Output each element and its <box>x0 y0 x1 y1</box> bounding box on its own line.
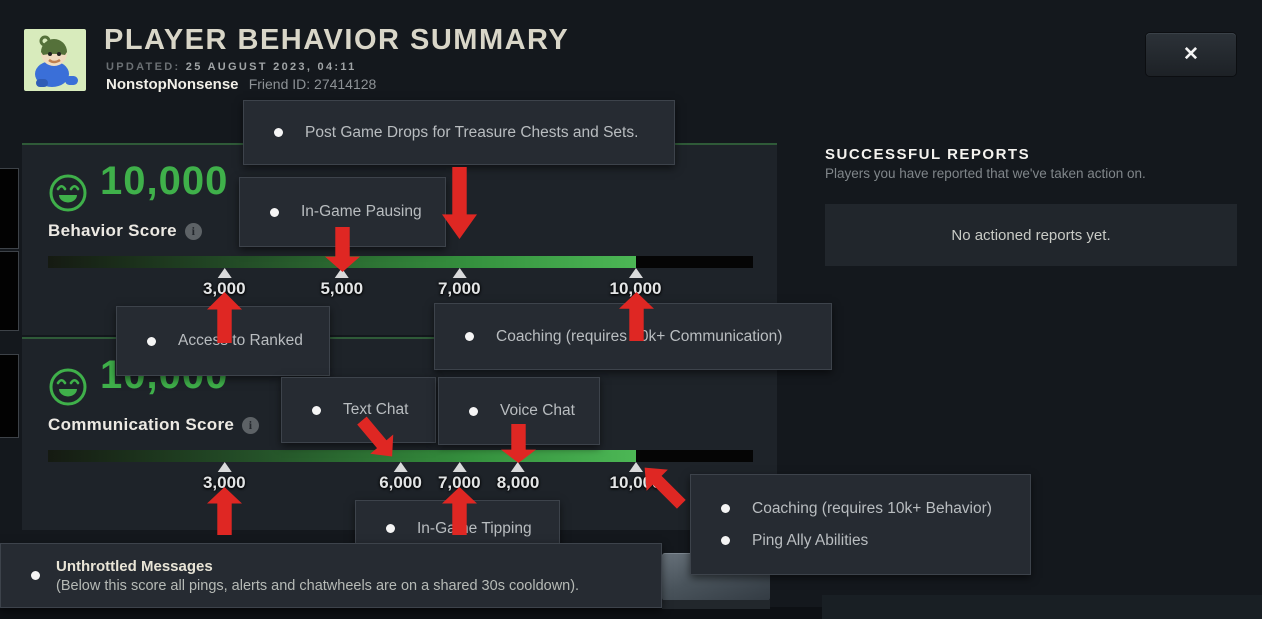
bullet-icon <box>270 207 279 217</box>
annotation-arrow-down-icon <box>442 167 477 239</box>
annotation-arrow-up-icon <box>207 487 242 535</box>
meter-tick: 6,000 <box>379 462 422 493</box>
bullet-icon <box>386 524 395 533</box>
bottom-right-patch <box>822 595 1262 619</box>
tooltip-text: Post Game Drops for Treasure Chests and … <box>305 123 639 141</box>
tick-triangle-icon <box>628 462 643 472</box>
tooltip-text: Coaching (requires 10k+ Behavior) <box>752 499 992 517</box>
tooltip-text-chat: Text Chat <box>281 377 436 443</box>
player-avatar <box>24 29 86 91</box>
updated-value: 25 AUGUST 2023, 04:11 <box>185 61 357 73</box>
tick-triangle-icon <box>217 268 232 278</box>
tooltip-text: (Below this score all pings, alerts and … <box>56 577 580 594</box>
tick-triangle-icon <box>217 462 232 472</box>
behavior-score-label: Behavior Score i <box>48 221 202 241</box>
bullet-icon <box>274 128 283 137</box>
bullet-icon <box>147 336 156 346</box>
background-slot <box>0 251 19 331</box>
communication-score-label: Communication Score i <box>48 415 260 435</box>
tooltip-post-game-drops: Post Game Drops for Treasure Chests and … <box>243 100 675 165</box>
info-icon[interactable]: i <box>184 222 202 240</box>
meter-tick: 3,000 <box>203 462 246 493</box>
annotation-arrow-up-icon <box>442 487 477 535</box>
meter-tick: 7,000 <box>438 462 481 493</box>
tick-label: 5,000 <box>320 279 364 298</box>
smiley-face-icon <box>48 367 88 407</box>
annotation-arrow-diagonal-icon <box>350 411 403 466</box>
background-slot <box>0 168 19 249</box>
tooltip-text: Ping Ally Abilities <box>752 531 869 549</box>
tick-triangle-icon <box>393 462 408 472</box>
tooltip-text: In-Game Tipping <box>417 519 532 537</box>
bullet-icon <box>721 536 730 545</box>
tick-label: 7,000 <box>437 279 481 298</box>
tick-label: 6,000 <box>379 473 422 492</box>
successful-reports-subtitle: Players you have reported that we've tak… <box>825 166 1146 181</box>
player-name: NonstopNonsense <box>106 76 239 93</box>
meter-fill <box>48 450 636 462</box>
tick-label: 7,000 <box>437 473 481 492</box>
reports-empty-message: No actioned reports yet. <box>951 226 1111 244</box>
bottom-strip <box>0 607 822 619</box>
updated-label: UPDATED: <box>106 61 181 73</box>
tooltip-text: In-Game Pausing <box>301 203 422 220</box>
tick-label: 3,000 <box>202 279 246 298</box>
tick-triangle-icon <box>628 268 643 278</box>
tooltip-coaching-behavior: Coaching (requires 10k+ Behavior) Ping A… <box>690 474 1031 575</box>
tooltip-title: Unthrottled Messages <box>56 557 213 575</box>
bullet-icon <box>312 405 321 415</box>
annotation-arrow-diagonal-icon <box>634 457 692 515</box>
updated-timestamp: UPDATED: 25 AUGUST 2023, 04:11 <box>106 61 357 73</box>
meter-tick: 8,000 <box>496 462 540 493</box>
behavior-score-meter: 3,000 5,000 7,000 10,000 <box>48 256 753 298</box>
tick-triangle-icon <box>452 462 467 472</box>
reports-empty-box: No actioned reports yet. <box>825 204 1237 266</box>
bullet-icon <box>31 571 40 580</box>
communication-score-meter: 3,000 6,000 7,000 8,000 10,000 <box>48 450 753 492</box>
tooltip-text: Voice Chat <box>500 402 575 419</box>
behavior-score-label-text: Behavior Score <box>48 221 177 240</box>
tooltip-unthrottled-messages: Unthrottled Messages (Below this score a… <box>0 543 662 608</box>
info-icon[interactable]: i <box>242 416 260 434</box>
tick-triangle-icon <box>510 462 525 472</box>
page-title: PLAYER BEHAVIOR SUMMARY <box>104 24 570 56</box>
tick-label: 3,000 <box>202 473 246 492</box>
annotation-arrow-up-icon <box>207 292 242 343</box>
tooltip-text: Access to Ranked <box>178 332 303 349</box>
bullet-icon <box>469 406 478 416</box>
meter-tick: 5,000 <box>320 268 363 299</box>
meter-tick: 7,000 <box>438 268 481 299</box>
annotation-arrow-down-icon <box>501 424 536 463</box>
bullet-icon <box>465 332 474 341</box>
successful-reports-title: SUCCESSFUL REPORTS <box>825 146 1031 163</box>
annotation-arrow-up-icon <box>619 292 654 341</box>
tick-triangle-icon <box>452 268 467 278</box>
tick-label: 10,000 <box>609 279 662 298</box>
annotation-arrow-down-icon <box>325 227 360 272</box>
friend-id: Friend ID: 27414128 <box>248 76 377 92</box>
tick-triangle-icon <box>334 268 349 278</box>
behavior-score-value: 10,000 <box>100 159 229 203</box>
communication-score-label-text: Communication Score <box>48 415 235 434</box>
meter-tick: 3,000 <box>203 268 246 299</box>
tooltip-in-game-pausing: In-Game Pausing <box>239 177 446 247</box>
tooltip-text: Text Chat <box>343 401 409 418</box>
player-identity: NonstopNonsense Friend ID: 27414128 <box>106 76 376 93</box>
avatar-image <box>24 29 86 91</box>
tick-label: 8,000 <box>496 473 540 492</box>
bullet-icon <box>721 504 730 513</box>
meter-tick: 10,000 <box>610 268 662 299</box>
background-slot <box>0 354 19 438</box>
close-button[interactable]: ✕ <box>1146 33 1236 76</box>
obscured-button-shadow <box>662 600 770 609</box>
smiley-face-icon <box>48 173 88 213</box>
close-icon: ✕ <box>1183 44 1199 65</box>
